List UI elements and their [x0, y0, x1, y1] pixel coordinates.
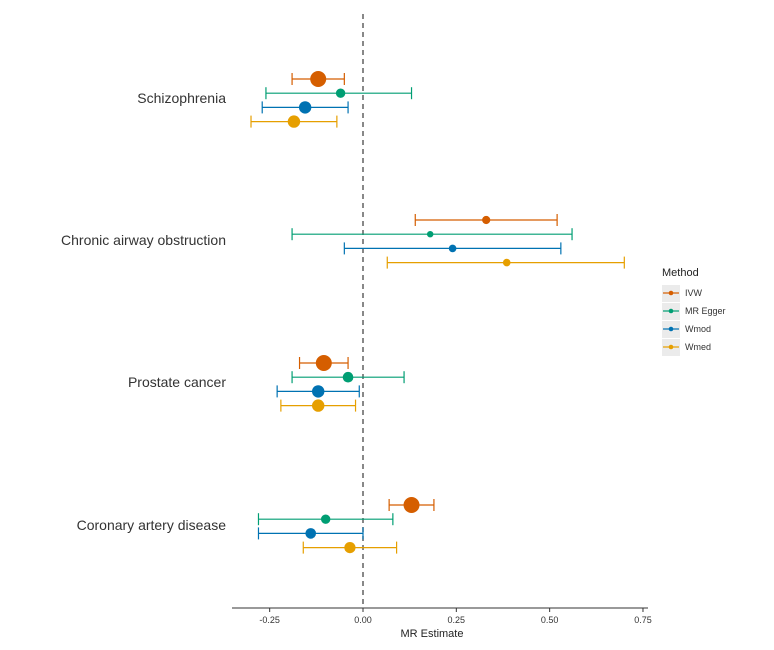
legend-label: Wmed	[685, 342, 711, 352]
error-bars-layer	[250, 71, 625, 554]
estimate-row	[291, 228, 573, 241]
category-label: Schizophrenia	[137, 90, 226, 106]
estimate-point	[426, 231, 434, 238]
estimate-point	[482, 215, 491, 225]
estimate-row	[343, 242, 562, 255]
estimate-row	[386, 256, 625, 269]
category-labels-layer: Schizophrenia Chronic airway obstruction P…	[61, 90, 226, 533]
legend-key-point	[668, 326, 674, 332]
x-tick-label: 0.75	[634, 615, 652, 625]
category-label: Coronary artery disease	[77, 517, 227, 533]
estimate-point	[312, 385, 325, 398]
legend-key-point	[668, 308, 674, 314]
estimate-row	[302, 541, 398, 554]
legend-key-point	[668, 344, 674, 350]
estimate-point	[298, 101, 312, 114]
estimate-point	[310, 71, 327, 87]
estimate-point	[312, 399, 325, 412]
estimate-row	[257, 513, 394, 526]
x-tick-label: 0.00	[354, 615, 372, 625]
estimate-point	[342, 371, 354, 383]
estimate-point	[344, 542, 356, 554]
estimate-point	[305, 528, 317, 539]
estimate-point	[502, 258, 511, 267]
legend-label: IVW	[685, 288, 703, 298]
legend-title: Method	[662, 267, 699, 279]
estimate-row	[265, 87, 413, 100]
estimate-row	[261, 101, 349, 114]
estimate-row	[250, 115, 338, 128]
estimate-point	[335, 88, 346, 98]
legend-label: MR Egger	[685, 306, 726, 316]
estimate-point	[448, 244, 457, 253]
estimate-row	[291, 371, 405, 384]
category-label: Chronic airway obstruction	[61, 232, 226, 248]
x-tick-label: 0.50	[541, 615, 559, 625]
legend-key-point	[668, 290, 674, 296]
category-label: Prostate cancer	[128, 374, 226, 390]
estimate-row	[388, 497, 435, 513]
estimate-row	[414, 214, 558, 226]
x-axis-title: MR Estimate	[401, 628, 464, 640]
x-tick-label: 0.25	[448, 615, 466, 625]
legend: Method IVW MR Egger Wmod Wmed	[662, 267, 726, 356]
estimate-point	[320, 514, 331, 524]
estimate-row	[298, 355, 349, 371]
x-axis: -0.25 0.00 0.25 0.50 0.75	[232, 607, 652, 625]
estimate-point	[315, 355, 332, 371]
estimate-row	[276, 385, 360, 398]
legend-label: Wmod	[685, 324, 711, 334]
estimate-point	[403, 497, 420, 513]
x-tick-label: -0.25	[259, 615, 280, 625]
estimate-row	[280, 399, 357, 412]
estimate-point	[287, 115, 301, 128]
estimate-row	[291, 71, 345, 87]
estimate-row	[257, 527, 364, 540]
